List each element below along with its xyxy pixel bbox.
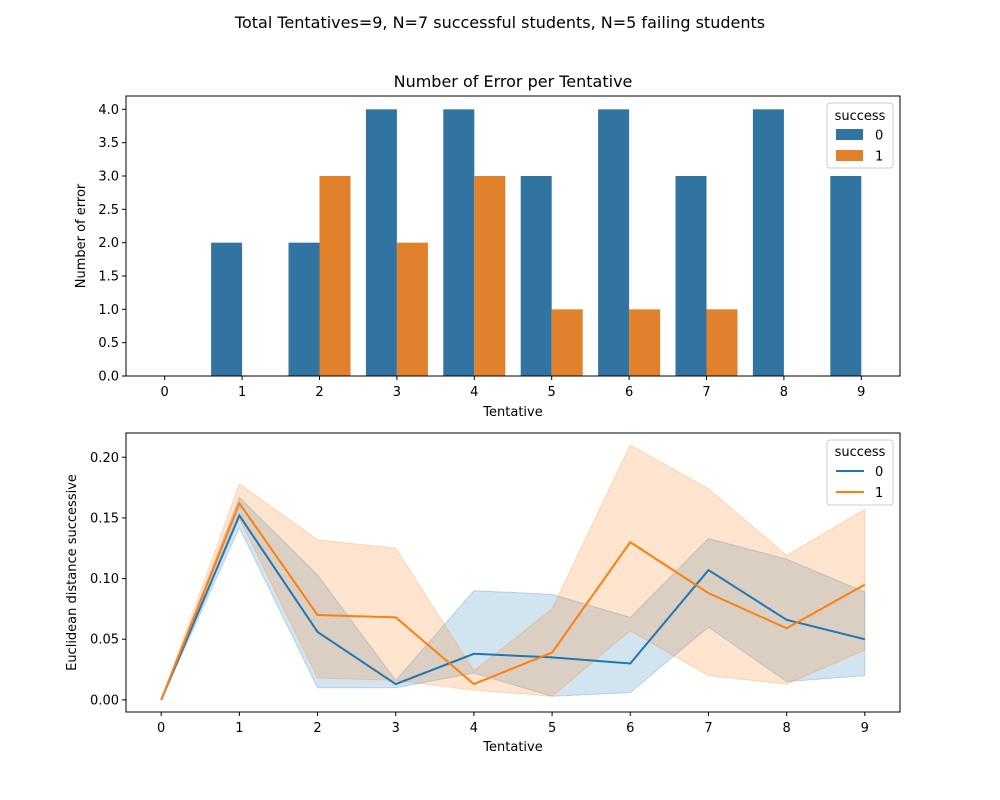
x-tick-label: 2 bbox=[315, 385, 323, 400]
bar-series-0 bbox=[443, 109, 475, 376]
x-tick-label: 5 bbox=[548, 721, 556, 736]
y-tick-label: 4.0 bbox=[98, 103, 119, 118]
y-tick-label: 0.5 bbox=[98, 336, 119, 351]
legend-label-1: 1 bbox=[875, 150, 883, 165]
x-tick-label: 8 bbox=[780, 385, 788, 400]
x-tick-label: 0 bbox=[161, 385, 169, 400]
x-tick-label: 6 bbox=[625, 385, 633, 400]
bar-series-0 bbox=[752, 109, 784, 376]
y-axis-label: Euclidean distance successive bbox=[65, 474, 80, 671]
x-tick-label: 1 bbox=[238, 385, 246, 400]
line-chart-distance: 0.00 0.05 0.10 0.15 0.20 0 1 2 3 4 5 6 7 8 9 Tentative E… bbox=[65, 432, 901, 755]
x-tick-label: 8 bbox=[782, 721, 790, 736]
legend-label-0: 0 bbox=[875, 129, 883, 144]
bar-series-1 bbox=[396, 242, 428, 376]
bar-series-0 bbox=[598, 109, 630, 376]
bar-series-0 bbox=[675, 176, 707, 376]
legend: success 0 1 bbox=[826, 439, 894, 506]
x-tick-label: 4 bbox=[470, 721, 478, 736]
y-tick-label: 0.05 bbox=[90, 633, 119, 648]
y-tick-label: 0.20 bbox=[90, 451, 119, 466]
y-tick-label: 3.5 bbox=[98, 136, 119, 151]
x-tick-label: 2 bbox=[313, 721, 321, 736]
legend-label-0: 0 bbox=[875, 465, 883, 480]
bar-series-0 bbox=[830, 176, 862, 376]
x-tick-label: 9 bbox=[857, 385, 865, 400]
x-tick-label: 3 bbox=[393, 385, 401, 400]
bar-chart-errors: Number of Error per Tentative 0.0 0.5 1.0 1.… bbox=[74, 72, 901, 420]
x-tick-label: 4 bbox=[470, 385, 478, 400]
y-tick-label: 0.15 bbox=[90, 511, 119, 526]
bar-series-0 bbox=[520, 176, 552, 376]
bar-series-1 bbox=[551, 309, 583, 376]
legend: success 0 1 bbox=[826, 102, 894, 169]
plot-frame bbox=[125, 432, 901, 713]
line-series-0 bbox=[160, 513, 866, 701]
bar-series-1 bbox=[474, 176, 506, 376]
x-tick-label: 3 bbox=[392, 721, 400, 736]
y-tick-label: 2.5 bbox=[98, 203, 119, 218]
bar-series-1 bbox=[319, 176, 351, 376]
x-tick-label: 5 bbox=[548, 385, 556, 400]
x-tick-label: 7 bbox=[704, 721, 712, 736]
y-tick-label: 0.0 bbox=[98, 370, 119, 385]
bar-series-0 bbox=[211, 242, 243, 376]
y-tick-label: 0.00 bbox=[90, 693, 119, 708]
x-axis-label: Tentative bbox=[482, 740, 542, 755]
ci-band-series-0 bbox=[160, 496, 866, 701]
chart-title: Number of Error per Tentative bbox=[394, 72, 633, 91]
bar-series-1 bbox=[629, 309, 661, 376]
bar-series-0 bbox=[365, 109, 397, 376]
x-axis-label: Tentative bbox=[482, 405, 542, 420]
y-tick-label: 2.0 bbox=[98, 236, 119, 251]
legend-swatch-0 bbox=[836, 129, 863, 140]
legend-title: success bbox=[835, 445, 886, 460]
y-tick-label: 3.0 bbox=[98, 170, 119, 185]
legend-swatch-1 bbox=[836, 150, 863, 161]
x-tick-label: 7 bbox=[702, 385, 710, 400]
ci-band-series-1 bbox=[160, 444, 866, 701]
bar-series-1 bbox=[706, 309, 738, 376]
legend-box bbox=[826, 439, 894, 506]
legend-title: success bbox=[835, 109, 886, 124]
x-tick-label: 0 bbox=[157, 721, 165, 736]
x-tick-label: 9 bbox=[861, 721, 869, 736]
y-tick-label: 0.10 bbox=[90, 572, 119, 587]
x-tick-label: 1 bbox=[235, 721, 243, 736]
line-series-1 bbox=[160, 501, 866, 701]
legend-label-1: 1 bbox=[875, 486, 883, 501]
figure-suptitle: Total Tentatives=9, N=7 successful stude… bbox=[234, 13, 766, 32]
plot-frame bbox=[125, 95, 901, 377]
y-axis-label: Number of error bbox=[74, 183, 89, 288]
x-tick-label: 6 bbox=[626, 721, 634, 736]
y-tick-label: 1.0 bbox=[98, 303, 119, 318]
y-tick-label: 1.5 bbox=[98, 270, 119, 285]
bar-series-0 bbox=[288, 242, 320, 376]
